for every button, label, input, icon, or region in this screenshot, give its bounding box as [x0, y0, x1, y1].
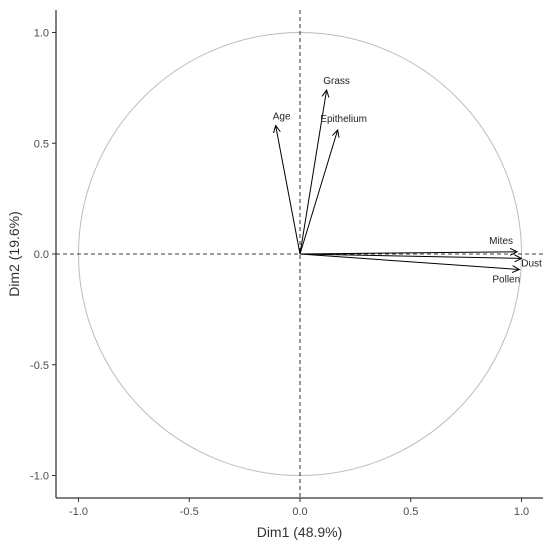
y-axis-title: Dim2 (19.6%): [6, 211, 22, 297]
label-grass: Grass: [323, 76, 350, 87]
x-tick-label: 1.0: [514, 506, 529, 518]
arrow-dust: [299, 253, 522, 258]
y-tick-label: 0.0: [34, 249, 49, 261]
x-axis-title: Dim1 (48.9%): [257, 524, 343, 540]
y-tick-label: -1.0: [30, 471, 49, 483]
x-tick-label: -0.5: [180, 506, 199, 518]
label-age: Age: [273, 112, 291, 123]
x-tick-label: 0.5: [403, 506, 418, 518]
arrow-pollen: [299, 253, 519, 270]
label-dust: Dust: [521, 258, 542, 269]
y-tick-label: 0.5: [34, 138, 49, 150]
arrow-age: [276, 126, 301, 255]
arrow-mites: [299, 252, 517, 254]
y-tick-label: -0.5: [30, 360, 49, 372]
arrow-grass: [299, 90, 327, 255]
arrow-epithelium: [299, 130, 338, 255]
x-tick-label: 0.0: [292, 506, 307, 518]
label-mites: Mites: [489, 236, 513, 247]
variable-arrows: [276, 90, 522, 269]
plot-area: [56, 10, 543, 498]
label-epithelium: Epithelium: [320, 114, 367, 125]
x-tick-label: -1.0: [69, 506, 88, 518]
label-pollen: Pollen: [492, 275, 520, 286]
axes: -1.0 -0.5 0.0 0.5 1.0 -1.0 -0.5 0.0 0.5 1.0: [30, 10, 543, 518]
y-tick-label: 1.0: [34, 28, 49, 40]
